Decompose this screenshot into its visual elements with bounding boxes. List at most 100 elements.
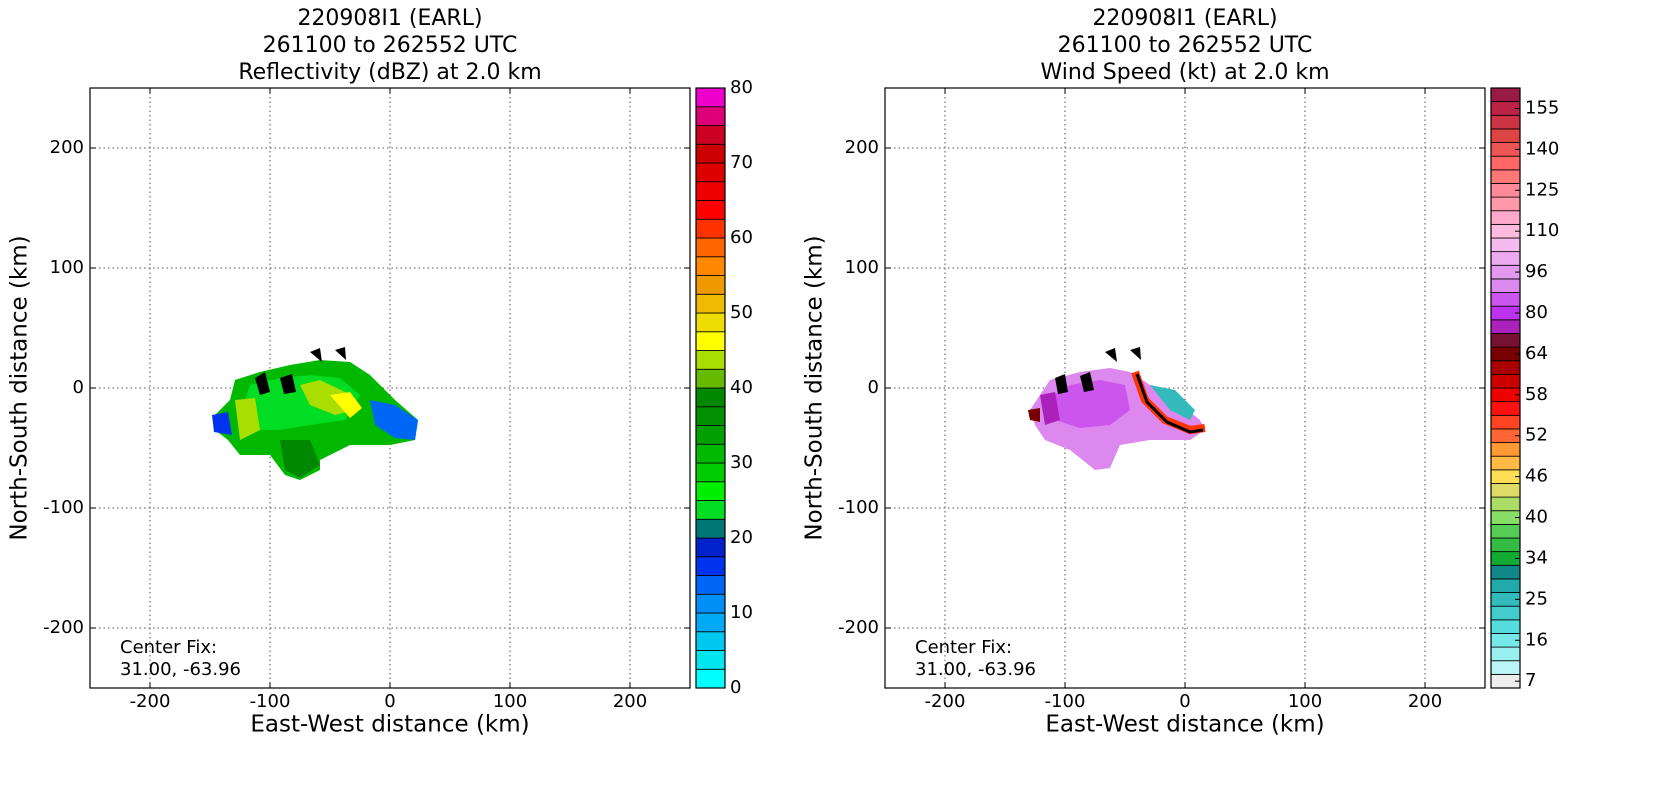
colorbar-tick-label: 58 bbox=[1525, 384, 1548, 405]
colorbar-box bbox=[1490, 292, 1521, 307]
colorbar-tick-label: 46 bbox=[1525, 466, 1548, 487]
chart-title: 261100 to 262552 UTC bbox=[1058, 33, 1313, 58]
wind-field bbox=[1028, 347, 1206, 470]
y-tick-label: 0 bbox=[868, 377, 879, 398]
colorbar-tick-label: 64 bbox=[1525, 343, 1548, 364]
colorbar-box bbox=[1490, 373, 1521, 389]
colorbar-box bbox=[1490, 660, 1521, 675]
plot-frame bbox=[884, 87, 1486, 689]
x-axis-label: East-West distance (km) bbox=[250, 712, 529, 738]
colorbar-box bbox=[695, 556, 726, 576]
annotation: Center Fix: bbox=[915, 637, 1012, 658]
colorbar-tick-label: 80 bbox=[730, 77, 753, 98]
colorbar-tick-label: 25 bbox=[1525, 588, 1548, 609]
colorbar-box bbox=[695, 387, 726, 408]
colorbar-box bbox=[1490, 278, 1521, 293]
x-tick-label: -200 bbox=[130, 691, 171, 712]
colorbar-box bbox=[695, 237, 726, 258]
colorbar-tick-label: 16 bbox=[1525, 629, 1548, 650]
annotation: 31.00, -63.96 bbox=[120, 659, 241, 680]
colorbar-box bbox=[1490, 169, 1521, 184]
colorbar-box bbox=[695, 631, 726, 651]
colorbar-box bbox=[695, 537, 726, 558]
colorbar-box bbox=[695, 331, 726, 351]
x-tick-label: 200 bbox=[613, 691, 647, 712]
colorbar-tick-label: 96 bbox=[1525, 261, 1548, 282]
colorbar-box bbox=[695, 462, 726, 483]
colorbar-box bbox=[695, 406, 726, 426]
colorbar-box bbox=[695, 143, 726, 164]
y-tick-label: 100 bbox=[50, 257, 84, 278]
colorbar-box bbox=[695, 87, 726, 108]
colorbar-tick-label: 0 bbox=[730, 677, 741, 698]
x-tick-label: -200 bbox=[925, 691, 966, 712]
colorbar-box bbox=[695, 275, 726, 295]
colorbar-box bbox=[1490, 523, 1521, 539]
colorbar-tick-label: 110 bbox=[1525, 220, 1559, 241]
colorbar-box bbox=[1490, 87, 1521, 103]
x-axis-label: East-West distance (km) bbox=[1045, 712, 1324, 738]
colorbar-box bbox=[1490, 128, 1521, 143]
colorbar-box bbox=[695, 481, 726, 501]
colorbar-box bbox=[695, 668, 726, 689]
colorbar-box bbox=[1490, 237, 1521, 253]
colorbar-box bbox=[1490, 360, 1521, 375]
colorbar-box bbox=[695, 125, 726, 145]
colorbar-box bbox=[695, 106, 726, 126]
colorbar-tick-label: 40 bbox=[1525, 507, 1548, 528]
colorbar-box bbox=[695, 200, 726, 220]
colorbar-box bbox=[695, 312, 726, 333]
colorbar-box bbox=[1490, 496, 1521, 512]
colorbar-tick-label: 80 bbox=[1525, 302, 1548, 323]
colorbar-box bbox=[1490, 483, 1521, 498]
colorbar-tick-label: 155 bbox=[1525, 97, 1559, 118]
colorbar-box bbox=[695, 256, 726, 276]
y-tick-label: -100 bbox=[838, 497, 879, 518]
colorbar-tick-label: 125 bbox=[1525, 179, 1559, 200]
colorbar-box bbox=[1490, 564, 1521, 580]
colorbar-box bbox=[695, 612, 726, 633]
y-tick-label: 200 bbox=[50, 137, 84, 158]
y-tick-label: -200 bbox=[43, 617, 84, 638]
chart-title: Wind Speed (kt) at 2.0 km bbox=[1040, 60, 1329, 85]
colorbar-box bbox=[1490, 319, 1521, 334]
colorbar-box bbox=[1490, 619, 1521, 634]
colorbar-tick-label: 52 bbox=[1525, 425, 1548, 446]
x-tick-label: 0 bbox=[384, 691, 395, 712]
colorbar-tick-label: 40 bbox=[730, 377, 753, 398]
colorbar-box bbox=[1490, 114, 1521, 130]
colorbar-box bbox=[695, 293, 726, 314]
x-tick-label: 100 bbox=[1288, 691, 1322, 712]
colorbar-box bbox=[1490, 646, 1521, 662]
plot-frame bbox=[89, 87, 691, 689]
colorbar-tick-label: 30 bbox=[730, 452, 753, 473]
colorbar-box bbox=[1490, 455, 1521, 471]
colorbar-box bbox=[1490, 210, 1521, 225]
colorbar-tick-label: 70 bbox=[730, 152, 753, 173]
y-tick-label: -100 bbox=[43, 497, 84, 518]
colorbar-tick-label: 20 bbox=[730, 527, 753, 548]
colorbar-box bbox=[695, 593, 726, 614]
colorbar-box bbox=[1490, 196, 1521, 212]
annotation: Center Fix: bbox=[120, 637, 217, 658]
colorbar-box bbox=[1490, 414, 1521, 430]
colorbar-box bbox=[695, 500, 726, 520]
colorbar-tick-label: 60 bbox=[730, 227, 753, 248]
colorbar-box bbox=[695, 650, 726, 670]
annotation: 31.00, -63.96 bbox=[915, 659, 1036, 680]
x-tick-label: -100 bbox=[1045, 691, 1086, 712]
y-axis-label: North-South distance (km) bbox=[7, 235, 33, 540]
colorbar-box bbox=[695, 350, 726, 370]
y-tick-label: 100 bbox=[845, 257, 879, 278]
colorbar-box bbox=[695, 575, 726, 595]
colorbar-box bbox=[1490, 578, 1521, 593]
colorbar-box bbox=[695, 443, 726, 464]
colorbar-box bbox=[1490, 251, 1521, 266]
chart-title: 261100 to 262552 UTC bbox=[263, 33, 518, 58]
colorbar-box bbox=[1490, 401, 1521, 416]
colorbar-box bbox=[695, 162, 726, 183]
colorbar-tick-label: 34 bbox=[1525, 547, 1548, 568]
colorbar-box bbox=[695, 518, 726, 539]
colorbar-box bbox=[695, 218, 726, 239]
colorbar-box bbox=[1490, 605, 1521, 621]
